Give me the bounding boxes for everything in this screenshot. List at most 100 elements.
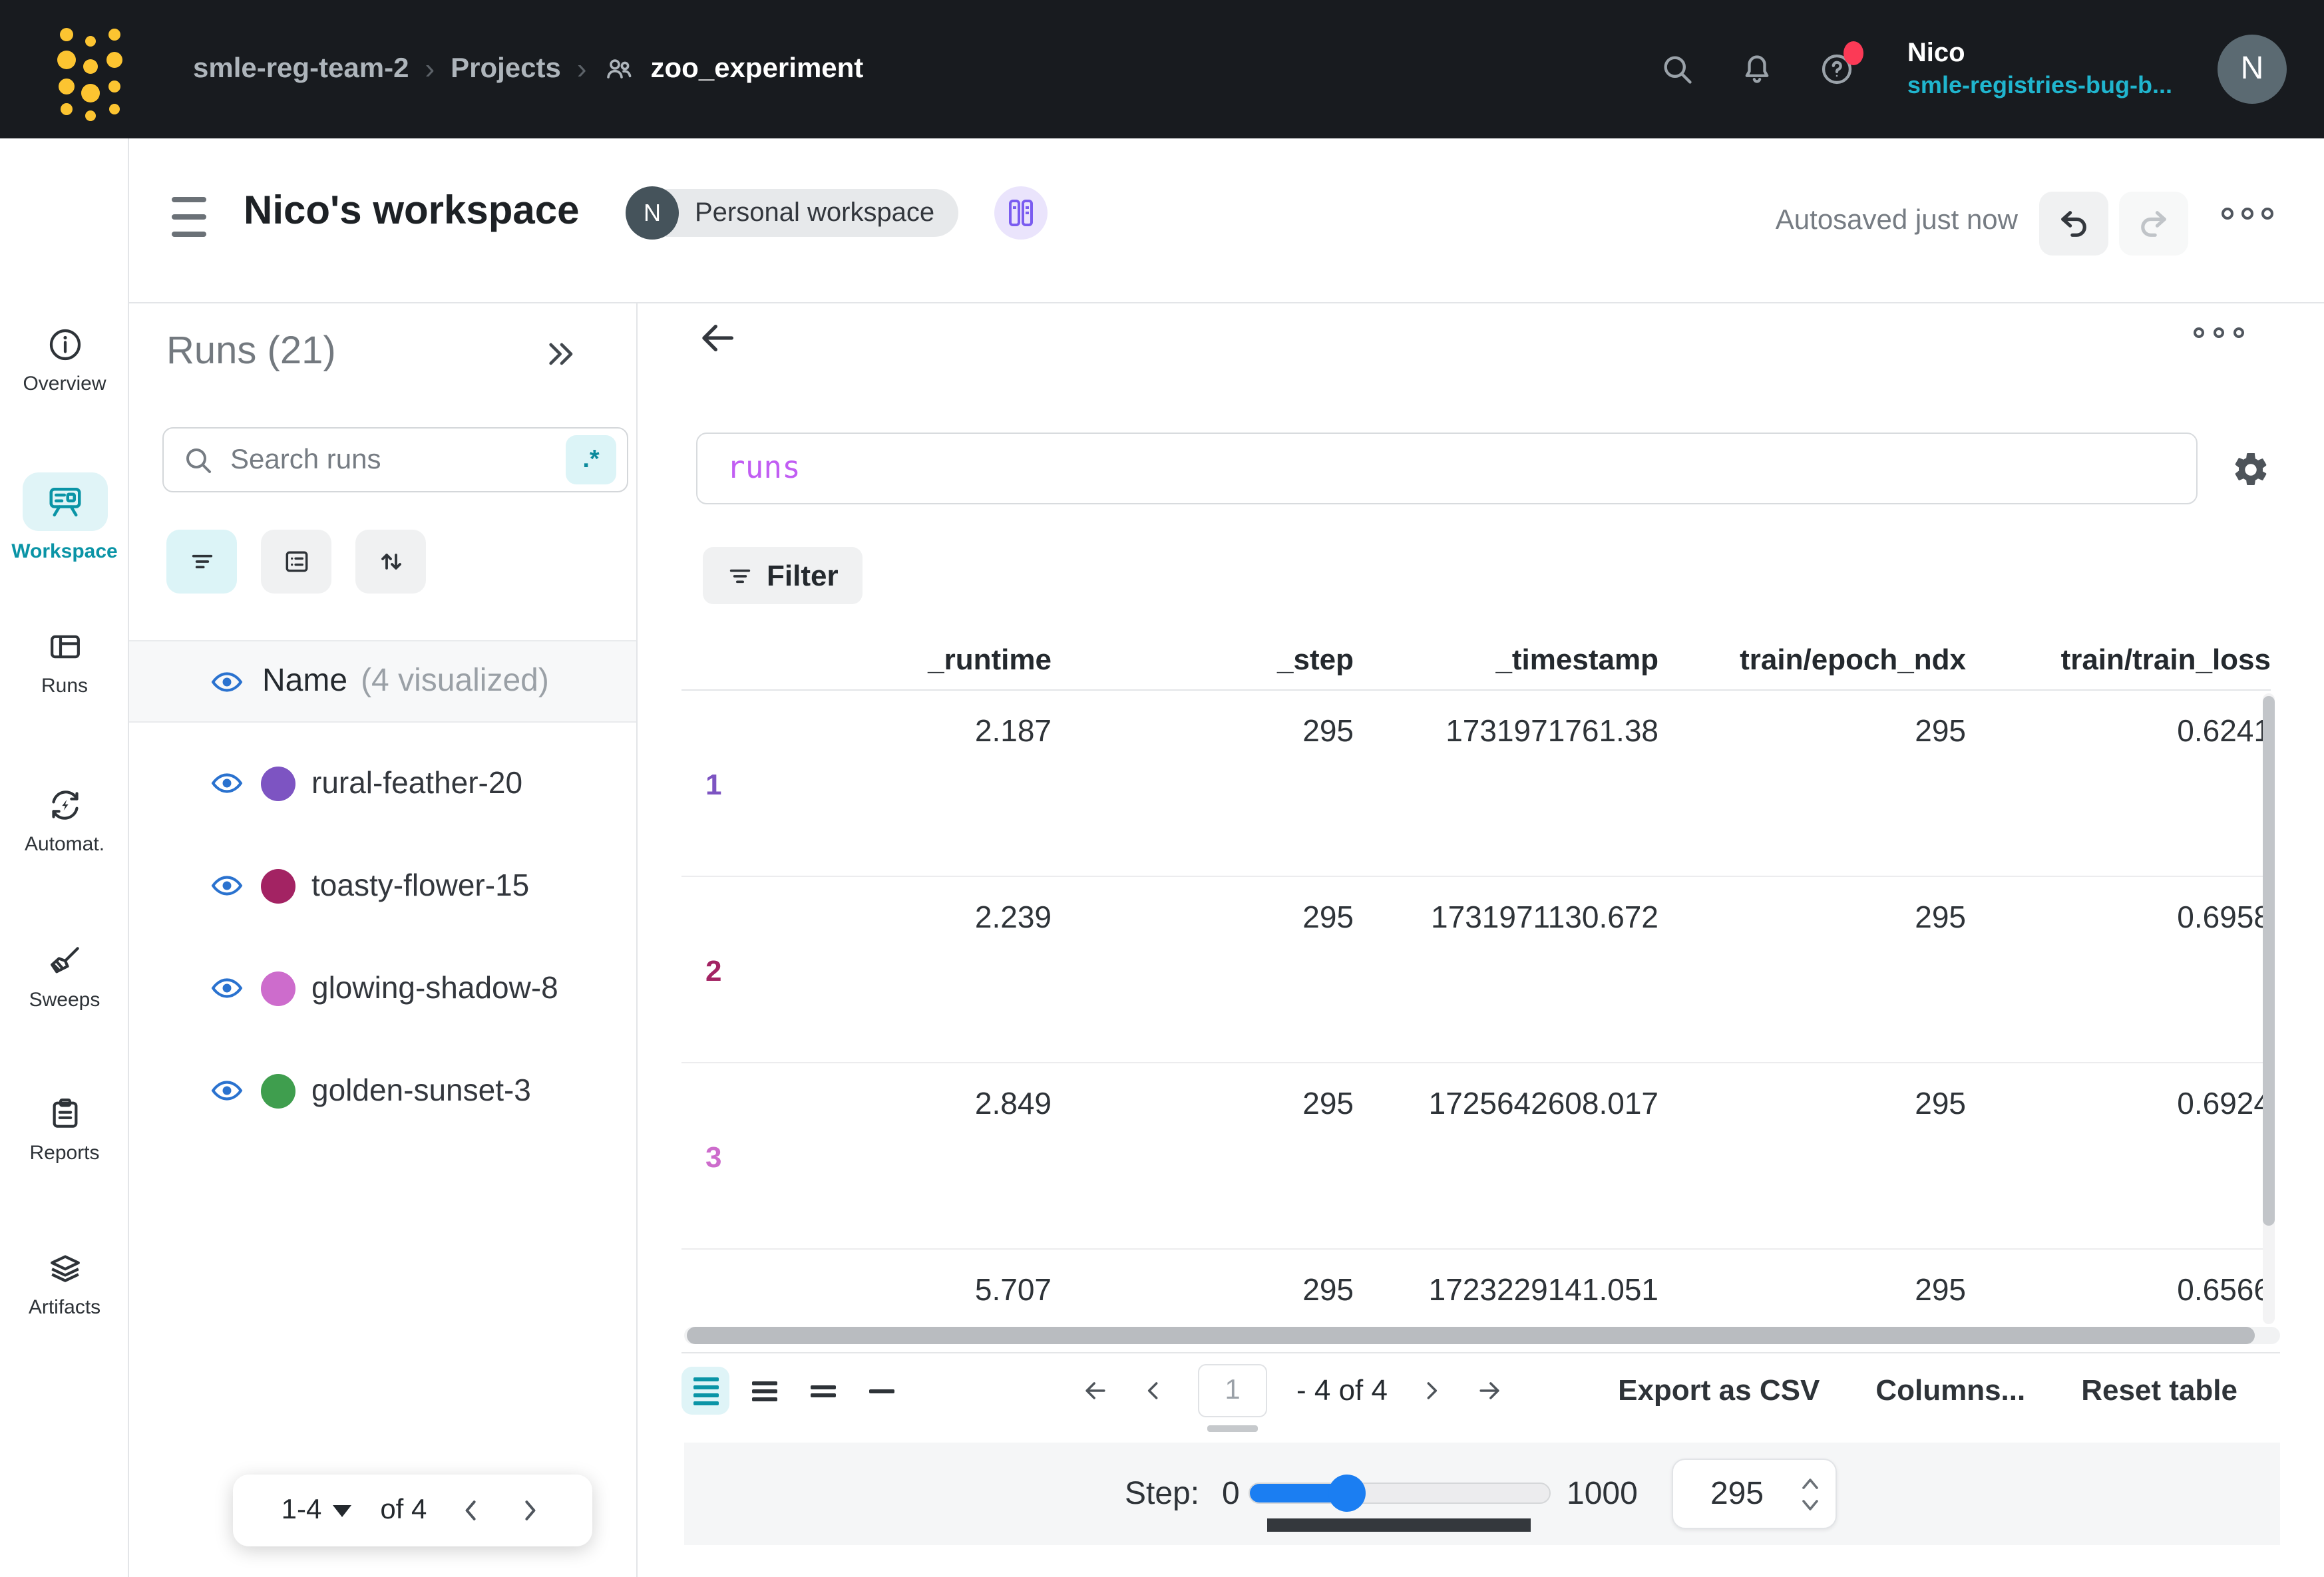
runs-pagination-card: 1-4 of 4 [233,1475,592,1546]
automations-icon [51,790,78,820]
sidebar-item-overview[interactable]: Overview [0,326,129,395]
table-row-2[interactable]: 2.239 295 1731971130.672 295 0.6958 2 [681,877,2271,1063]
run-color-dot [261,868,295,903]
bell-icon[interactable] [1740,52,1774,87]
table-body: 2.187 295 1731971761.38 295 0.6241 1 2.2… [681,691,2271,1327]
run-row-golden-sunset-3[interactable]: golden-sunset-3 [129,1039,636,1142]
first-page-icon[interactable] [1081,1376,1110,1405]
sort-runs-button[interactable] [355,530,426,594]
personal-workspace-badge[interactable]: N Personal workspace [626,186,959,240]
runs-sidebar-panel: Runs (21) Search runs .* [129,303,638,1577]
prev-page-icon[interactable] [456,1496,485,1525]
horizontal-scrollbar-thumb[interactable] [687,1327,2255,1344]
visualized-count: (4 visualized) [361,663,549,699]
wandb-logo-icon[interactable] [51,19,125,122]
sidebar-item-artifacts[interactable]: Artifacts [0,1250,129,1319]
search-placeholder: Search runs [230,444,381,474]
table-filter-button[interactable]: Filter [703,547,863,604]
run-color-dot [261,971,295,1005]
row-height-medium-button[interactable] [799,1367,847,1415]
breadcrumb-team[interactable]: smle-reg-team-2 [193,53,409,84]
workspace-more-menu-icon[interactable] [2222,208,2273,220]
sidebar-item-automations[interactable]: Automat. [0,787,129,856]
next-page-icon[interactable] [514,1496,544,1525]
row-height-short-button[interactable] [857,1367,905,1415]
run-name: golden-sunset-3 [311,1073,531,1107]
step-value-input[interactable]: 295 [1672,1459,1837,1529]
run-settings-button[interactable] [261,530,331,594]
cell-step: 295 [1302,900,1354,934]
panel-layout-badge[interactable] [994,186,1048,240]
column-header-timestamp[interactable]: _timestamp [1495,642,1658,675]
table-bottom-border [681,1352,2280,1353]
run-name: rural-feather-20 [311,765,523,800]
run-color-dot [261,766,295,800]
chevron-down-icon [332,1504,351,1516]
panel-more-menu-icon[interactable] [2194,327,2244,338]
prev-page-icon[interactable] [1139,1376,1169,1405]
collapse-panel-icon[interactable] [543,335,580,373]
horizontal-scrollbar [684,1327,2280,1344]
breadcrumb-separator: › [576,52,587,85]
row-index: 3 [705,1140,722,1174]
visibility-eye-icon[interactable] [210,665,244,698]
reset-table-button[interactable]: Reset table [2081,1373,2237,1407]
cell-epoch-ndx: 295 [1915,1086,1966,1121]
avatar[interactable]: N [2218,35,2287,104]
workspace-badge-label: Personal workspace [666,189,959,237]
sidebar-item-reports[interactable]: Reports [0,1095,129,1164]
column-header-epoch-ndx[interactable]: train/epoch_ndx [1740,642,1966,675]
table-header-row: _runtime _step _timestamp train/epoch_nd… [681,629,2271,691]
filter-runs-button[interactable] [166,530,237,594]
visibility-eye-icon[interactable] [210,767,244,800]
panel-query-input[interactable]: runs [696,433,2198,504]
visibility-eye-icon[interactable] [210,1074,244,1107]
runs-list-header[interactable]: Name (4 visualized) [129,640,636,723]
help-icon[interactable] [1820,41,1863,87]
next-page-icon[interactable] [1417,1376,1446,1405]
step-value: 295 [1710,1475,1764,1511]
run-name: toasty-flower-15 [311,868,530,902]
spinner-down-icon[interactable] [1801,1498,1820,1511]
step-slider[interactable] [1249,1475,1551,1512]
breadcrumb-project[interactable]: zoo_experiment [650,53,864,84]
panel-menu-icon[interactable] [172,197,206,237]
search-runs-input[interactable]: Search runs .* [162,427,628,492]
table-row-1[interactable]: 2.187 295 1731971761.38 295 0.6241 1 [681,691,2271,877]
slider-handle[interactable] [1328,1475,1366,1512]
undo-button[interactable] [2039,192,2108,256]
run-row-toasty-flower-15[interactable]: toasty-flower-15 [129,834,636,937]
breadcrumb-projects[interactable]: Projects [451,53,561,84]
table-row-4[interactable]: 5.707 295 1723229141.051 295 0.6566 4 [681,1250,2271,1327]
user-menu[interactable]: Nico smle-registries-bug-b... [1907,38,2172,101]
visibility-eye-icon[interactable] [210,869,244,902]
step-slider-bar: Step: 0 1000 295 [684,1443,2280,1545]
export-csv-button[interactable]: Export as CSV [1618,1373,1820,1407]
row-height-tall-button[interactable] [740,1367,788,1415]
column-header-step[interactable]: _step [1277,642,1354,675]
search-icon[interactable] [1660,52,1694,87]
run-row-rural-feather-20[interactable]: rural-feather-20 [129,732,636,834]
regex-toggle[interactable]: .* [566,435,616,484]
gear-icon[interactable] [2231,450,2271,490]
redo-button[interactable] [2119,192,2188,256]
table-row-3[interactable]: 2.849 295 1725642608.017 295 0.6924 3 [681,1063,2271,1250]
cell-step: 295 [1302,1086,1354,1121]
sidebar-item-workspace[interactable]: Workspace [0,472,129,563]
back-arrow-icon[interactable] [696,317,739,359]
runs-page-range-dropdown[interactable]: 1-4 [282,1494,351,1526]
row-height-multi-button[interactable] [681,1367,729,1415]
visibility-eye-icon[interactable] [210,971,244,1005]
slider-tooltip-bar [1267,1518,1531,1532]
sidebar-item-runs[interactable]: Runs [0,628,129,697]
page-range-label: - 4 of 4 [1296,1373,1388,1407]
last-page-icon[interactable] [1475,1376,1505,1405]
vertical-scrollbar-thumb[interactable] [2263,696,2275,1226]
columns-button[interactable]: Columns... [1875,1373,2026,1407]
page-number-input[interactable]: 1 [1198,1364,1267,1432]
column-header-runtime[interactable]: _runtime [928,642,1052,675]
sidebar-item-sweeps[interactable]: Sweeps [0,942,129,1011]
spinner-up-icon[interactable] [1801,1477,1820,1490]
column-header-train-loss[interactable]: train/train_loss [2060,642,2271,675]
run-row-glowing-shadow-8[interactable]: glowing-shadow-8 [129,937,636,1039]
